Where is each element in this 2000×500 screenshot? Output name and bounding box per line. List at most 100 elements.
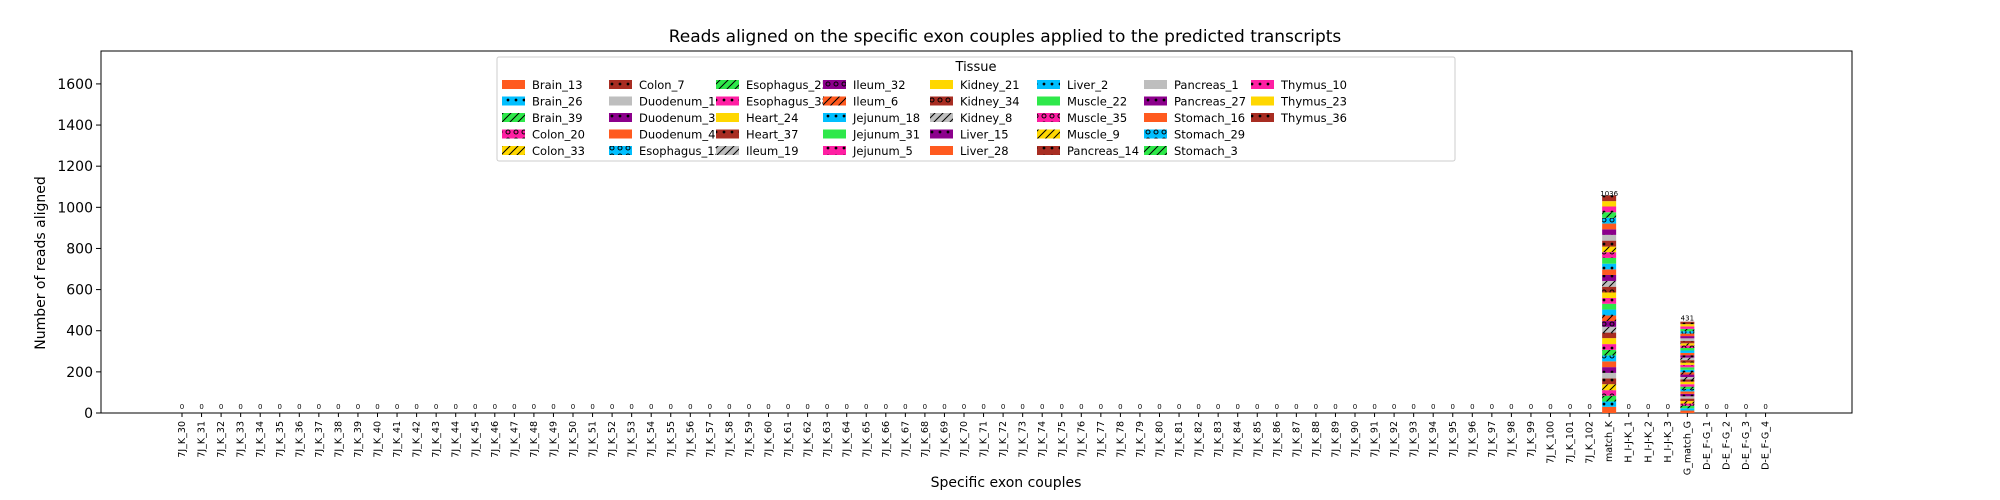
bar-segment	[1680, 391, 1695, 394]
x-tick-label: 7J_K_64	[842, 421, 853, 458]
bar-segment	[1602, 223, 1617, 230]
x-tick-label: 7J_K_68	[920, 421, 931, 458]
legend-swatch	[716, 96, 739, 106]
bar-total-label: 0	[1431, 403, 1435, 411]
legend-swatch	[502, 96, 525, 106]
legend-swatch	[1144, 80, 1167, 89]
bar-total-label: 0	[317, 403, 321, 411]
x-tick-label: 7J_K_76	[1076, 421, 1087, 458]
x-tick-label: 7J_K_55	[666, 421, 677, 458]
bar-segment	[1602, 246, 1617, 253]
bar-total-label: 0	[1744, 403, 1748, 411]
legend-label: Kidney_34	[960, 95, 1020, 109]
bar-segment	[1680, 367, 1695, 370]
bar-segment	[1602, 367, 1617, 373]
bar-total-label: 0	[1451, 403, 1455, 411]
legend-swatch	[823, 113, 846, 122]
bar-total-label: 0	[1626, 403, 1630, 411]
bar-segment	[1602, 315, 1617, 322]
x-tick-label: D-E_F-G_4	[1761, 421, 1772, 470]
bar-total-label: 0	[688, 403, 692, 411]
legend-swatch	[502, 113, 525, 122]
x-tick-label: D-E_F-G_3	[1741, 421, 1752, 470]
bar-total-label: 0	[1646, 403, 1650, 411]
legend-label: Brain_26	[532, 95, 583, 109]
legend-swatch	[823, 96, 846, 106]
x-tick-label: 7J_K_52	[607, 421, 618, 458]
x-tick-label: 7J_K_89	[1330, 421, 1341, 458]
x-tick-label: 7J_K_69	[939, 421, 950, 458]
bar-total-label: 0	[1294, 403, 1298, 411]
bar-segment	[1602, 303, 1617, 310]
y-tick-label: 1000	[57, 200, 93, 216]
x-tick-label: 7J_K_94	[1428, 421, 1439, 458]
x-tick-label: 7J_K_62	[803, 421, 814, 458]
bar-segment	[1680, 352, 1695, 356]
bar-total-label: 0	[1587, 403, 1591, 411]
bar-segment	[1680, 364, 1695, 368]
legend-label: Pancreas_14	[1067, 144, 1139, 158]
legend-label: Stomach_16	[1174, 111, 1245, 125]
bar-total-label: 0	[1040, 403, 1044, 411]
bar-total-label: 0	[532, 403, 536, 411]
y-tick-label: 1400	[57, 118, 93, 134]
bar-total-label: 0	[629, 403, 633, 411]
bar-total-label: 0	[395, 403, 399, 411]
y-tick-label: 0	[84, 406, 93, 422]
bar-total-label: 0	[610, 403, 614, 411]
legend-swatch	[609, 146, 632, 155]
legend-swatch	[823, 80, 846, 89]
legend-swatch	[716, 80, 739, 89]
legend-label: Ileum_19	[746, 144, 799, 158]
bar-total-label: 0	[1548, 403, 1552, 411]
y-axis: 0 200 400 600 800 1000 1200 1400 1600	[57, 77, 101, 422]
bar-total-label: 0	[1079, 403, 1083, 411]
legend-label: Stomach_29	[1174, 128, 1245, 142]
x-tick-label: 7J_K_75	[1057, 421, 1068, 458]
x-tick-label: 7J_K_49	[548, 421, 559, 458]
bar-segment	[1680, 401, 1695, 404]
bar-segment	[1680, 326, 1695, 329]
legend-label: Esophagus_25	[746, 78, 829, 92]
bar-total-label: 0	[864, 403, 868, 411]
bar-segment	[1680, 410, 1695, 413]
x-tick-label: 7J_K_42	[412, 421, 423, 458]
bar-total-label: 0	[1314, 403, 1318, 411]
bar-total-label: 0	[708, 403, 712, 411]
x-tick-label: 7J_K_91	[1370, 421, 1381, 458]
bar-total-label: 0	[356, 403, 360, 411]
bar-total-label: 0	[942, 403, 946, 411]
legend-swatch	[609, 96, 632, 106]
bar-total-label: 0	[1392, 403, 1396, 411]
bar-segment	[1680, 379, 1695, 382]
bar-segment	[1602, 298, 1617, 304]
bar-total-label: 0	[590, 403, 594, 411]
legend-label: Jejunum_5	[852, 144, 913, 158]
legend-swatch	[823, 146, 846, 155]
bar-segment	[1602, 195, 1617, 202]
bar-total-label: 0	[512, 403, 516, 411]
legend-swatch	[1144, 146, 1167, 155]
bar-segment	[1602, 274, 1617, 281]
legend-label: Muscle_22	[1067, 95, 1127, 109]
bar-total-label: 0	[258, 403, 262, 411]
legend-swatch	[716, 146, 739, 155]
bar-segment	[1680, 340, 1695, 344]
bar-segment	[1602, 361, 1617, 368]
x-tick-label: 7J_K_47	[509, 421, 520, 458]
bar-segment	[1680, 355, 1695, 358]
bar-segment	[1602, 321, 1617, 327]
bar-total-label: 0	[727, 403, 731, 411]
legend-swatch	[1037, 146, 1060, 155]
bar-segment	[1602, 280, 1617, 287]
x-tick-label: 7J_K_33	[236, 421, 247, 458]
bar-segment	[1602, 406, 1617, 413]
bar-segment	[1602, 229, 1617, 235]
bar-total-label: 0	[1666, 403, 1670, 411]
bar-segment	[1602, 234, 1617, 241]
bar-total-label: 0	[571, 403, 575, 411]
bar-total-label: 0	[1490, 403, 1494, 411]
legend-swatch	[1037, 96, 1060, 106]
bar-segment	[1680, 324, 1695, 327]
legend-swatch	[930, 80, 953, 89]
